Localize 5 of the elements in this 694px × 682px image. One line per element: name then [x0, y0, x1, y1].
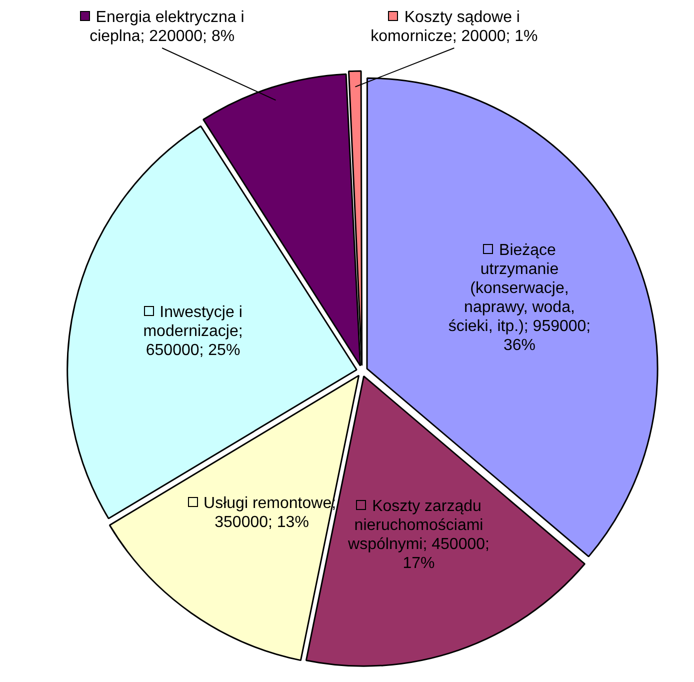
legend-label: Inwestycje i modernizacje; 650000; 25%: [142, 302, 244, 360]
legend-label: Koszty sądowe i komornicze; 20000; 1%: [370, 8, 539, 46]
legend-label: Bieżące utrzymanie (konserwacje, naprawy, woda, ścieki, itp.); 959000; 36%: [447, 241, 592, 356]
legend-label: Energia elektryczna i cieplna; 220000; 8%: [88, 8, 246, 46]
legend-label: Koszty zarządu nieruchomościami wspólnymi; 450000; 17%: [347, 497, 490, 573]
